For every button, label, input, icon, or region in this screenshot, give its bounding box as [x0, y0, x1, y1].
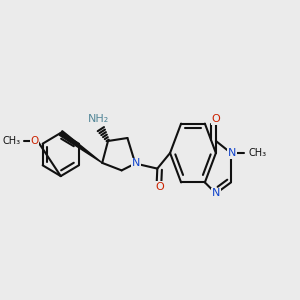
Text: NH₂: NH₂ [88, 113, 109, 124]
Polygon shape [59, 131, 102, 163]
Text: CH₃: CH₃ [2, 136, 20, 146]
Text: O: O [155, 182, 164, 192]
Text: O: O [31, 136, 39, 146]
Text: N: N [132, 158, 140, 169]
Text: N: N [212, 188, 220, 199]
Text: O: O [211, 114, 220, 124]
Text: N: N [228, 148, 236, 158]
Text: CH₃: CH₃ [248, 148, 266, 158]
